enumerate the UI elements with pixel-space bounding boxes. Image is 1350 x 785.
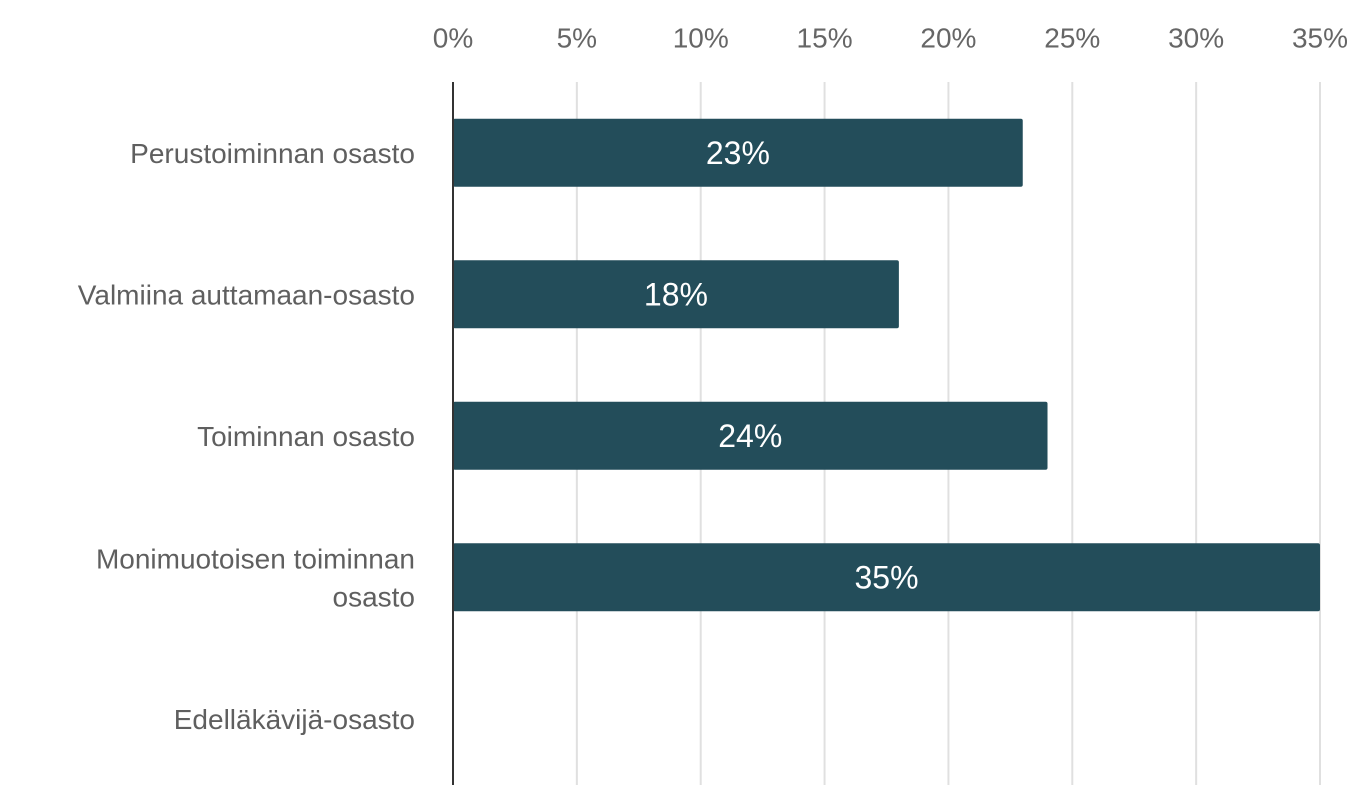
category-labels: Perustoiminnan osasto Valmiina auttamaan-… xyxy=(78,137,415,734)
data-label: 18% xyxy=(644,276,708,312)
x-tick-label: 15% xyxy=(797,23,853,54)
x-tick-label: 10% xyxy=(673,23,729,54)
x-tick-label: 0% xyxy=(433,23,473,54)
x-axis-tick-labels: 0% 5% 10% 15% 20% 25% 30% 35% xyxy=(433,23,1348,54)
data-labels: 23% 18% 24% 35% xyxy=(644,135,919,596)
x-tick-label: 30% xyxy=(1168,23,1224,54)
category-label: Perustoiminnan osasto xyxy=(130,137,415,168)
x-tick-label: 25% xyxy=(1044,23,1100,54)
x-tick-label: 5% xyxy=(557,23,597,54)
bars xyxy=(453,118,1320,612)
category-label: Toiminnan osasto xyxy=(197,420,415,451)
bar xyxy=(453,260,899,329)
bar xyxy=(453,401,1048,470)
x-tick-label: 20% xyxy=(920,23,976,54)
category-label: Monimuotoisen toiminnan osasto xyxy=(96,543,415,612)
x-tick-label: 35% xyxy=(1292,23,1348,54)
data-label: 35% xyxy=(854,559,918,595)
data-label: 24% xyxy=(718,418,782,454)
data-label: 23% xyxy=(706,135,770,171)
bar xyxy=(453,543,1320,612)
category-label: Valmiina auttamaan-osasto xyxy=(78,279,415,310)
bar xyxy=(453,118,1023,187)
category-label: Edelläkävijä-osasto xyxy=(174,703,415,734)
